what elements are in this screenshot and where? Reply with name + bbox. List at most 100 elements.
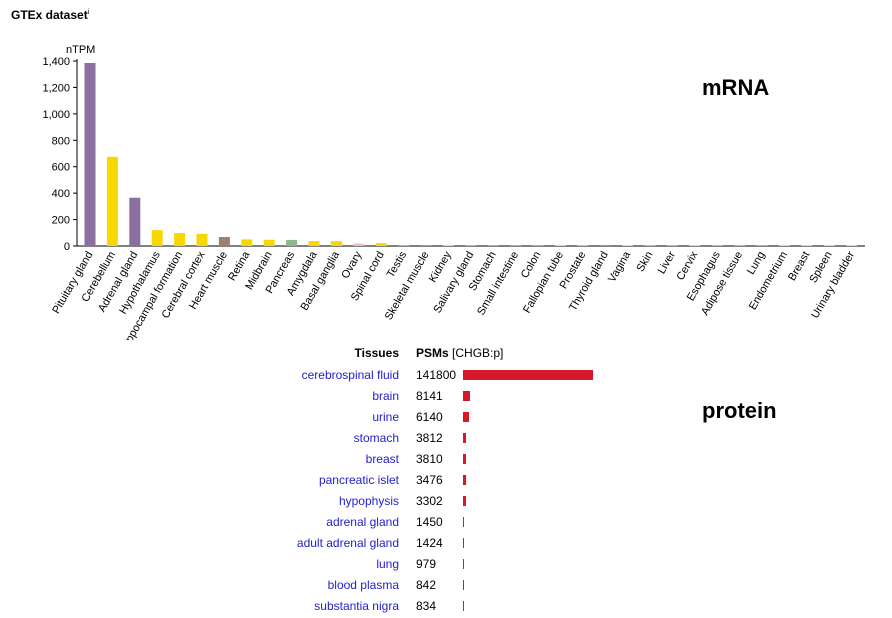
table-row: pancreatic islet 3476 [0, 470, 620, 491]
bar-endometrium [778, 245, 790, 246]
table-row: adult adrenal gland 1424 [0, 533, 620, 554]
bar-hippocampal-formation [174, 233, 186, 246]
table-row: substantia nigra 834 [0, 596, 620, 617]
dataset-title: GTEx dataseti [11, 8, 89, 22]
dataset-title-text: GTEx dataset [11, 8, 88, 22]
psm-value: 141800 [416, 368, 457, 382]
tissue-link[interactable]: adrenal gland [326, 515, 399, 529]
mrna-label: mRNA [702, 75, 770, 100]
tissue-link[interactable]: blood plasma [327, 578, 399, 592]
bar-pituitary-gland [84, 62, 96, 246]
table-row: stomach 3812 [0, 428, 620, 449]
table-row: urine 6140 [0, 407, 620, 428]
psm-value: 3810 [416, 452, 443, 466]
mrna-bar-chart: nTPM02004006008001,0001,2001,400Pituitar… [42, 44, 865, 340]
bar-cervix [689, 245, 701, 246]
bar-salivary-gland [465, 245, 477, 246]
info-icon[interactable]: i [87, 9, 90, 16]
y-tick-label: 400 [52, 188, 70, 200]
y-tick-label: 0 [64, 241, 70, 253]
y-tick-label: 1,200 [42, 82, 70, 94]
bar-adipose-tissue [734, 245, 746, 246]
tissue-link[interactable]: substantia nigra [314, 599, 399, 613]
bar-retina [241, 239, 253, 246]
bar-liver [666, 245, 678, 246]
tissue-link[interactable]: adult adrenal gland [296, 536, 399, 550]
protein-label: protein [702, 398, 777, 423]
psms-header-suffix: [CHGB:p] [452, 346, 504, 360]
y-tick-label: 1,400 [42, 56, 70, 68]
y-tick-label: 800 [52, 135, 70, 147]
bar-pancreas [286, 239, 298, 246]
psm-value: 8141 [416, 389, 443, 403]
bar-small-intestine [510, 245, 522, 246]
bar-vagina [622, 245, 634, 246]
psm-bar [463, 496, 467, 506]
x-tick-label: Skeletal muscle [383, 250, 432, 323]
bar-kidney [442, 245, 454, 246]
psm-bar [463, 538, 465, 548]
x-tick-label: Vagina [606, 249, 634, 285]
psm-bar [463, 517, 465, 527]
bar-hypothalamus [151, 230, 163, 246]
psm-bar [463, 454, 467, 464]
x-tick-label: Skin [635, 250, 656, 275]
x-tick-label: Lung [745, 250, 768, 277]
table-row: brain 8141 [0, 386, 620, 407]
psm-bar [463, 370, 593, 380]
tissue-link[interactable]: hypophysis [338, 494, 399, 508]
psms-column-header: PSMs [CHGB:p] [416, 346, 503, 360]
bar-esophagus [711, 245, 723, 246]
psm-bar [463, 601, 464, 611]
psm-bar [463, 391, 471, 401]
bar-spinal-cord [375, 243, 387, 246]
bar-spleen [823, 245, 835, 246]
psm-value: 834 [416, 599, 437, 613]
bar-midbrain [263, 239, 275, 246]
y-tick-label: 600 [52, 162, 70, 174]
tissue-link[interactable]: lung [376, 557, 399, 571]
psm-value: 979 [416, 557, 437, 571]
bar-stomach [487, 245, 499, 246]
x-tick-label: Liver [656, 249, 678, 276]
bar-cerebral-cortex [196, 233, 208, 246]
bar-testis [398, 244, 410, 246]
psm-bar [463, 412, 469, 422]
psm-bar [463, 580, 464, 590]
table-row: adrenal gland 1450 [0, 512, 620, 533]
bar-thyroid-gland [599, 245, 611, 246]
tissue-link[interactable]: pancreatic islet [318, 473, 399, 487]
bar-lung [756, 245, 768, 246]
psm-value: 3302 [416, 494, 443, 508]
bar-skeletal-muscle [420, 245, 432, 246]
bar-colon [532, 245, 544, 246]
psm-bar [463, 559, 464, 569]
psm-value: 1450 [416, 515, 443, 529]
bar-basal-ganglia [330, 241, 342, 246]
bar-fallopian-tube [554, 245, 566, 246]
bar-amygdala [308, 240, 320, 246]
bar-heart-muscle [218, 237, 230, 246]
table-row: blood plasma 842 [0, 575, 620, 596]
psm-value: 6140 [416, 410, 443, 424]
table-row: lung 979 [0, 554, 620, 575]
psms-header-label: PSMs [416, 346, 449, 360]
y-tick-label: 1,000 [42, 109, 70, 121]
y-tick-label: 200 [52, 215, 70, 227]
tissue-link[interactable]: urine [372, 410, 399, 424]
tissues-column-header: Tissues [354, 346, 399, 360]
tissue-link[interactable]: brain [372, 389, 399, 403]
bar-cerebellum [106, 156, 118, 246]
tissue-link[interactable]: stomach [353, 431, 399, 445]
psm-value: 1424 [416, 536, 443, 550]
psm-value: 842 [416, 578, 437, 592]
psm-bar [463, 475, 467, 485]
tissue-link[interactable]: cerebrospinal fluid [301, 368, 399, 382]
bar-skin [644, 245, 656, 246]
bar-adrenal-gland [129, 197, 141, 246]
table-row: hypophysis 3302 [0, 491, 620, 512]
tissue-link[interactable]: breast [365, 452, 399, 466]
psm-value: 3812 [416, 431, 443, 445]
bar-breast [801, 245, 813, 246]
bar-urinary-bladder [846, 245, 858, 246]
